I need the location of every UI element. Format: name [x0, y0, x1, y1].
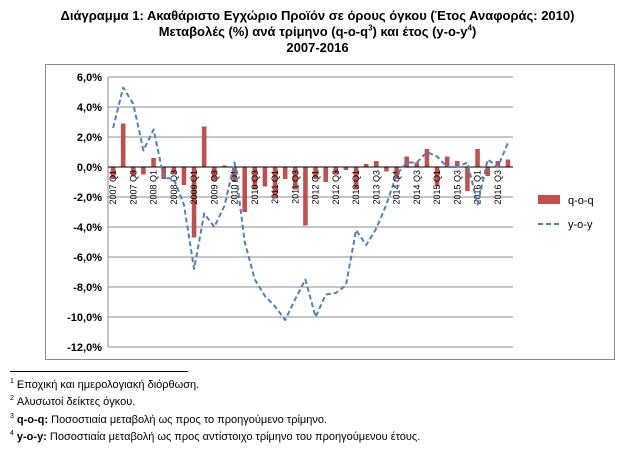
- bar-q-o-q: [131, 167, 136, 176]
- title-line-3: 2007-2016: [286, 40, 349, 55]
- chart-title: Διάγραμμα 1: Ακαθάριστο Εγχώριο Προϊόν σ…: [0, 8, 635, 56]
- footnote-4: 4 y-o-y: Ποσοστιαία μεταβολή ως προς αντί…: [10, 430, 421, 444]
- bar-q-o-q: [110, 167, 116, 179]
- footnote-text: Αλυσωτοί δείκτες όγκου.: [16, 396, 136, 408]
- title-line-1: Διάγραμμα 1: Ακαθάριστο Εγχώριο Προϊόν σ…: [60, 8, 575, 23]
- bar-q-o-q: [181, 167, 187, 185]
- x-tick-label: 2016 Q1: [473, 170, 483, 205]
- y-tick-label: -10,0%: [67, 312, 102, 324]
- footnote-text: Ποσοστιαία μεταβολή ως προς το προηγούμε…: [48, 414, 328, 426]
- bar-q-o-q: [191, 167, 197, 238]
- chart-svg: 6,0% 4,0% 2,0% 0,0% -2,0% -4,0% -6,0% -8,0% -10,…: [67, 72, 594, 354]
- bar-q-o-q: [120, 123, 126, 167]
- title-line-2-part: ) και έτος (y-o-y: [372, 24, 468, 39]
- footnote-number: 2: [10, 395, 14, 403]
- x-tick-label: 2007 Q1: [108, 170, 118, 205]
- y-tick-label: -4,0%: [73, 222, 102, 234]
- x-tick-label: 2012 Q3: [331, 170, 341, 205]
- x-tick-label: 2010 Q1: [230, 170, 240, 205]
- x-tick-label: 2010 Q3: [250, 170, 260, 205]
- bar-q-o-q: [424, 149, 430, 167]
- x-tick-label: 2016 Q3: [493, 170, 503, 205]
- bar-q-o-q: [293, 167, 298, 190]
- bar-q-o-q: [414, 162, 420, 167]
- x-tick-label: 2013 Q1: [351, 170, 361, 205]
- bar-q-o-q: [141, 167, 146, 175]
- bar-q-o-q: [374, 161, 379, 167]
- bar-q-o-q: [455, 161, 460, 167]
- bar-q-o-q: [313, 167, 318, 179]
- footnote-number: 1: [10, 378, 14, 386]
- bar-q-o-q: [343, 167, 349, 170]
- bar-q-o-q: [394, 167, 399, 179]
- bar-q-o-q: [201, 126, 207, 167]
- x-tick-label: 2014 Q1: [392, 170, 402, 205]
- bar-q-o-q: [323, 167, 328, 182]
- y-tick-label: 4,0%: [77, 102, 102, 114]
- bar-q-o-q: [363, 164, 369, 167]
- chart-area: 6,0% 4,0% 2,0% 0,0% -2,0% -4,0% -6,0% -8,0% -10,…: [45, 64, 615, 360]
- y-tick-label: 0,0%: [77, 162, 102, 174]
- x-tick-label: 2011 Q1: [270, 170, 280, 204]
- bar-q-o-q: [384, 167, 389, 172]
- y-tick-label: -6,0%: [73, 252, 102, 264]
- y-tick-label: -2,0%: [73, 192, 102, 204]
- x-tick-label: 2007 Q3: [128, 170, 138, 205]
- footnote-term: q-o-q:: [16, 414, 49, 426]
- footnote-number: 3: [10, 413, 14, 421]
- x-tick-label: 2008 Q3: [169, 170, 179, 205]
- bar-q-o-q: [303, 167, 308, 226]
- bar-q-o-q: [485, 167, 490, 176]
- y-tick-label: 2,0%: [77, 132, 102, 144]
- x-tick-label: 2014 Q3: [412, 170, 422, 205]
- footnote-number: 4: [10, 430, 14, 438]
- bar-q-o-q: [282, 167, 288, 179]
- x-tick-label: 2015 Q1: [432, 170, 442, 205]
- bar-q-o-q: [404, 156, 409, 167]
- title-line-2: Μεταβολές (%) ανά τρίμηνο (q-o-q3) και έ…: [0, 24, 635, 40]
- bar-q-o-q: [465, 167, 470, 191]
- bar-q-o-q: [212, 167, 217, 181]
- x-tick-label: 2015 Q3: [452, 170, 462, 205]
- legend-label-q-o-q: q-o-q: [568, 195, 594, 207]
- bar-q-o-q: [444, 156, 450, 167]
- title-line-2-part: Μεταβολές (%) ανά τρίμηνο (q-o-q: [158, 24, 369, 39]
- footnote-1: 1 Εποχική και ημερολογιακή διόρθωση.: [10, 378, 200, 392]
- bar-q-o-q: [272, 167, 278, 197]
- x-tick-label: 2011 Q3: [290, 170, 300, 204]
- bar-q-o-q: [353, 167, 359, 190]
- bar-q-o-q: [242, 167, 247, 212]
- bar-q-o-q: [434, 167, 440, 187]
- footnote-term: y-o-y:: [16, 431, 47, 443]
- title-superscript: 4: [467, 23, 472, 33]
- y-tick-label: -8,0%: [73, 282, 102, 294]
- bar-q-o-q: [151, 158, 156, 167]
- bar-q-o-q: [222, 165, 227, 167]
- x-tick-label: 2009 Q1: [189, 170, 199, 205]
- y-tick-label: -12,0%: [67, 342, 102, 354]
- legend-swatch-q-o-q: [538, 195, 560, 204]
- title-superscript: 3: [368, 23, 373, 33]
- bar-q-o-q: [333, 167, 339, 175]
- bar-q-o-q: [232, 167, 237, 182]
- bar-q-o-q: [262, 167, 268, 187]
- x-tick-label: 2012 Q1: [311, 170, 321, 205]
- legend-label-y-o-y: y-o-y: [568, 219, 593, 231]
- bar-q-o-q: [505, 159, 511, 167]
- x-tick-label: 2009 Q3: [209, 170, 219, 205]
- bar-q-o-q: [495, 161, 501, 167]
- x-tick-label: 2008 Q1: [149, 170, 159, 205]
- bar-q-o-q: [171, 167, 177, 175]
- x-tick-label: 2013 Q3: [371, 170, 381, 205]
- line-y-o-y: [112, 86, 509, 321]
- footnote-3: 3 q-o-q: Ποσοστιαία μεταβολή ως προς το π…: [10, 413, 328, 427]
- footnote-2: 2 Αλυσωτοί δείκτες όγκου.: [10, 395, 136, 409]
- bar-q-o-q: [475, 149, 480, 167]
- footnote-text: Ποσοστιαία μεταβολή ως προς αντίστοιχο τ…: [46, 431, 421, 443]
- footnote-divider: [10, 371, 188, 372]
- y-tick-label: 6,0%: [77, 72, 102, 84]
- title-line-2-part: ): [471, 24, 477, 39]
- footnote-text: Εποχική και ημερολογιακή διόρθωση.: [16, 379, 200, 391]
- bar-q-o-q: [252, 167, 258, 190]
